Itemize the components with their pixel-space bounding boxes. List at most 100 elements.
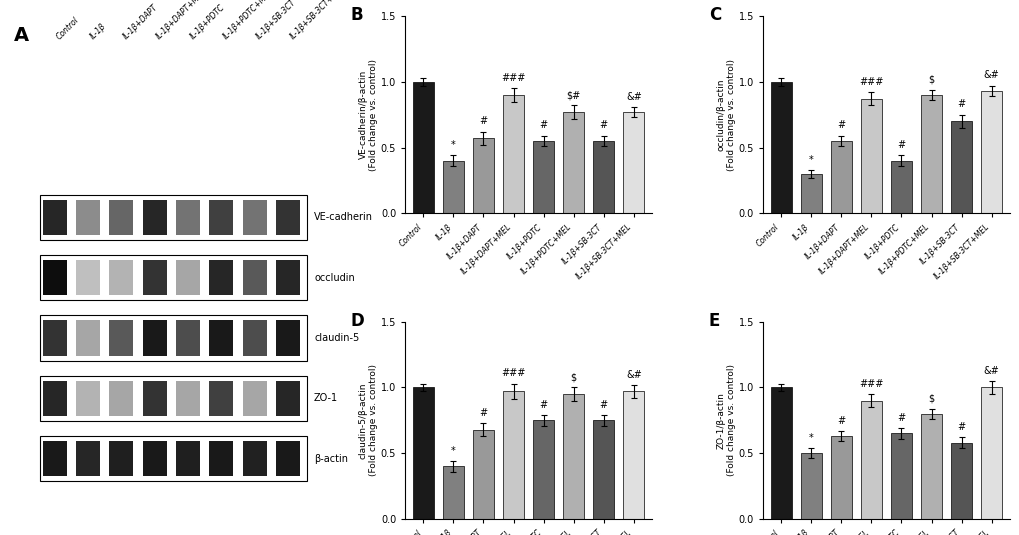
Bar [950, 442, 971, 519]
Bar [276, 381, 300, 416]
Bar [243, 200, 267, 235]
Text: ###: ### [500, 73, 525, 83]
Text: $: $ [927, 74, 933, 85]
Bar [276, 441, 300, 476]
Bar [176, 200, 200, 235]
Bar [143, 441, 167, 476]
Y-axis label: VE-cadherin/β-actin
(Fold change vs. control): VE-cadherin/β-actin (Fold change vs. con… [359, 59, 378, 171]
Bar [243, 381, 267, 416]
Bar [40, 255, 307, 300]
Text: &#: &# [983, 365, 999, 376]
Text: #: # [539, 400, 547, 410]
Bar [593, 141, 613, 213]
Text: occludin: occludin [314, 272, 355, 282]
Text: #: # [957, 422, 965, 432]
Text: *: * [808, 155, 813, 165]
Bar [623, 392, 644, 519]
Bar [276, 320, 300, 356]
Text: D: D [351, 312, 364, 330]
Bar [593, 421, 613, 519]
Bar [143, 200, 167, 235]
Bar [276, 260, 300, 295]
Bar [562, 112, 584, 213]
Text: A: A [14, 26, 29, 45]
Bar [43, 381, 66, 416]
Bar [413, 387, 433, 519]
Text: Control: Control [55, 15, 81, 41]
Bar [75, 320, 100, 356]
Y-axis label: occludin/β-actin
(Fold change vs. control): occludin/β-actin (Fold change vs. contro… [715, 59, 735, 171]
Bar [209, 260, 233, 295]
Bar [209, 200, 233, 235]
Bar [243, 320, 267, 356]
Text: β-actin: β-actin [314, 454, 347, 464]
Bar [623, 112, 644, 213]
Bar [920, 414, 942, 519]
Bar [920, 95, 942, 213]
Text: #: # [539, 120, 547, 131]
Text: $: $ [927, 393, 933, 403]
Bar [769, 387, 791, 519]
Bar [276, 200, 300, 235]
Text: IL-1β+DAPT+MEL: IL-1β+DAPT+MEL [155, 0, 209, 41]
Text: &#: &# [626, 370, 641, 380]
Text: *: * [450, 446, 455, 456]
Bar [40, 436, 307, 482]
Bar [75, 200, 100, 235]
Bar [109, 441, 133, 476]
Bar [502, 95, 524, 213]
Y-axis label: claudin-5/β-actin
(Fold change vs. control): claudin-5/β-actin (Fold change vs. contr… [359, 364, 378, 476]
Bar [473, 430, 493, 519]
Text: ###: ### [500, 368, 525, 378]
Bar [143, 381, 167, 416]
Bar [800, 453, 821, 519]
Bar [209, 381, 233, 416]
Bar [209, 441, 233, 476]
Text: &#: &# [983, 71, 999, 80]
Bar [109, 260, 133, 295]
Text: ###: ### [858, 379, 882, 389]
Bar [43, 320, 66, 356]
Bar [769, 82, 791, 213]
Text: #: # [479, 117, 487, 126]
Bar [980, 387, 1002, 519]
Text: claudin-5: claudin-5 [314, 333, 359, 343]
Bar [413, 82, 433, 213]
Bar [109, 381, 133, 416]
Bar [75, 260, 100, 295]
Bar [109, 320, 133, 356]
Text: #: # [837, 120, 845, 131]
Bar [533, 141, 553, 213]
Text: #: # [599, 400, 607, 410]
Bar [950, 121, 971, 213]
Bar [829, 436, 851, 519]
Text: #: # [599, 120, 607, 131]
Bar [890, 433, 911, 519]
Text: &#: &# [626, 91, 641, 102]
Bar [176, 441, 200, 476]
Text: IL-1β+PDTC: IL-1β+PDTC [187, 3, 226, 41]
Bar [40, 315, 307, 361]
Bar [562, 394, 584, 519]
Text: IL-1β+SB-3CT: IL-1β+SB-3CT [255, 0, 298, 41]
Bar [800, 174, 821, 213]
Text: IL-1β+DAPT: IL-1β+DAPT [121, 3, 160, 41]
Text: *: * [808, 433, 813, 442]
Bar [502, 392, 524, 519]
Bar [209, 320, 233, 356]
Bar [176, 320, 200, 356]
Bar [243, 260, 267, 295]
Bar [176, 260, 200, 295]
Text: #: # [479, 408, 487, 418]
Text: #: # [957, 100, 965, 109]
Text: VE-cadherin: VE-cadherin [314, 212, 373, 222]
Text: $#: $# [566, 90, 580, 100]
Bar [890, 160, 911, 213]
Bar [143, 260, 167, 295]
Bar [109, 200, 133, 235]
Bar [75, 441, 100, 476]
Text: IL-1β: IL-1β [88, 22, 107, 41]
Bar [473, 139, 493, 213]
Text: E: E [708, 312, 719, 330]
Bar [860, 99, 881, 213]
